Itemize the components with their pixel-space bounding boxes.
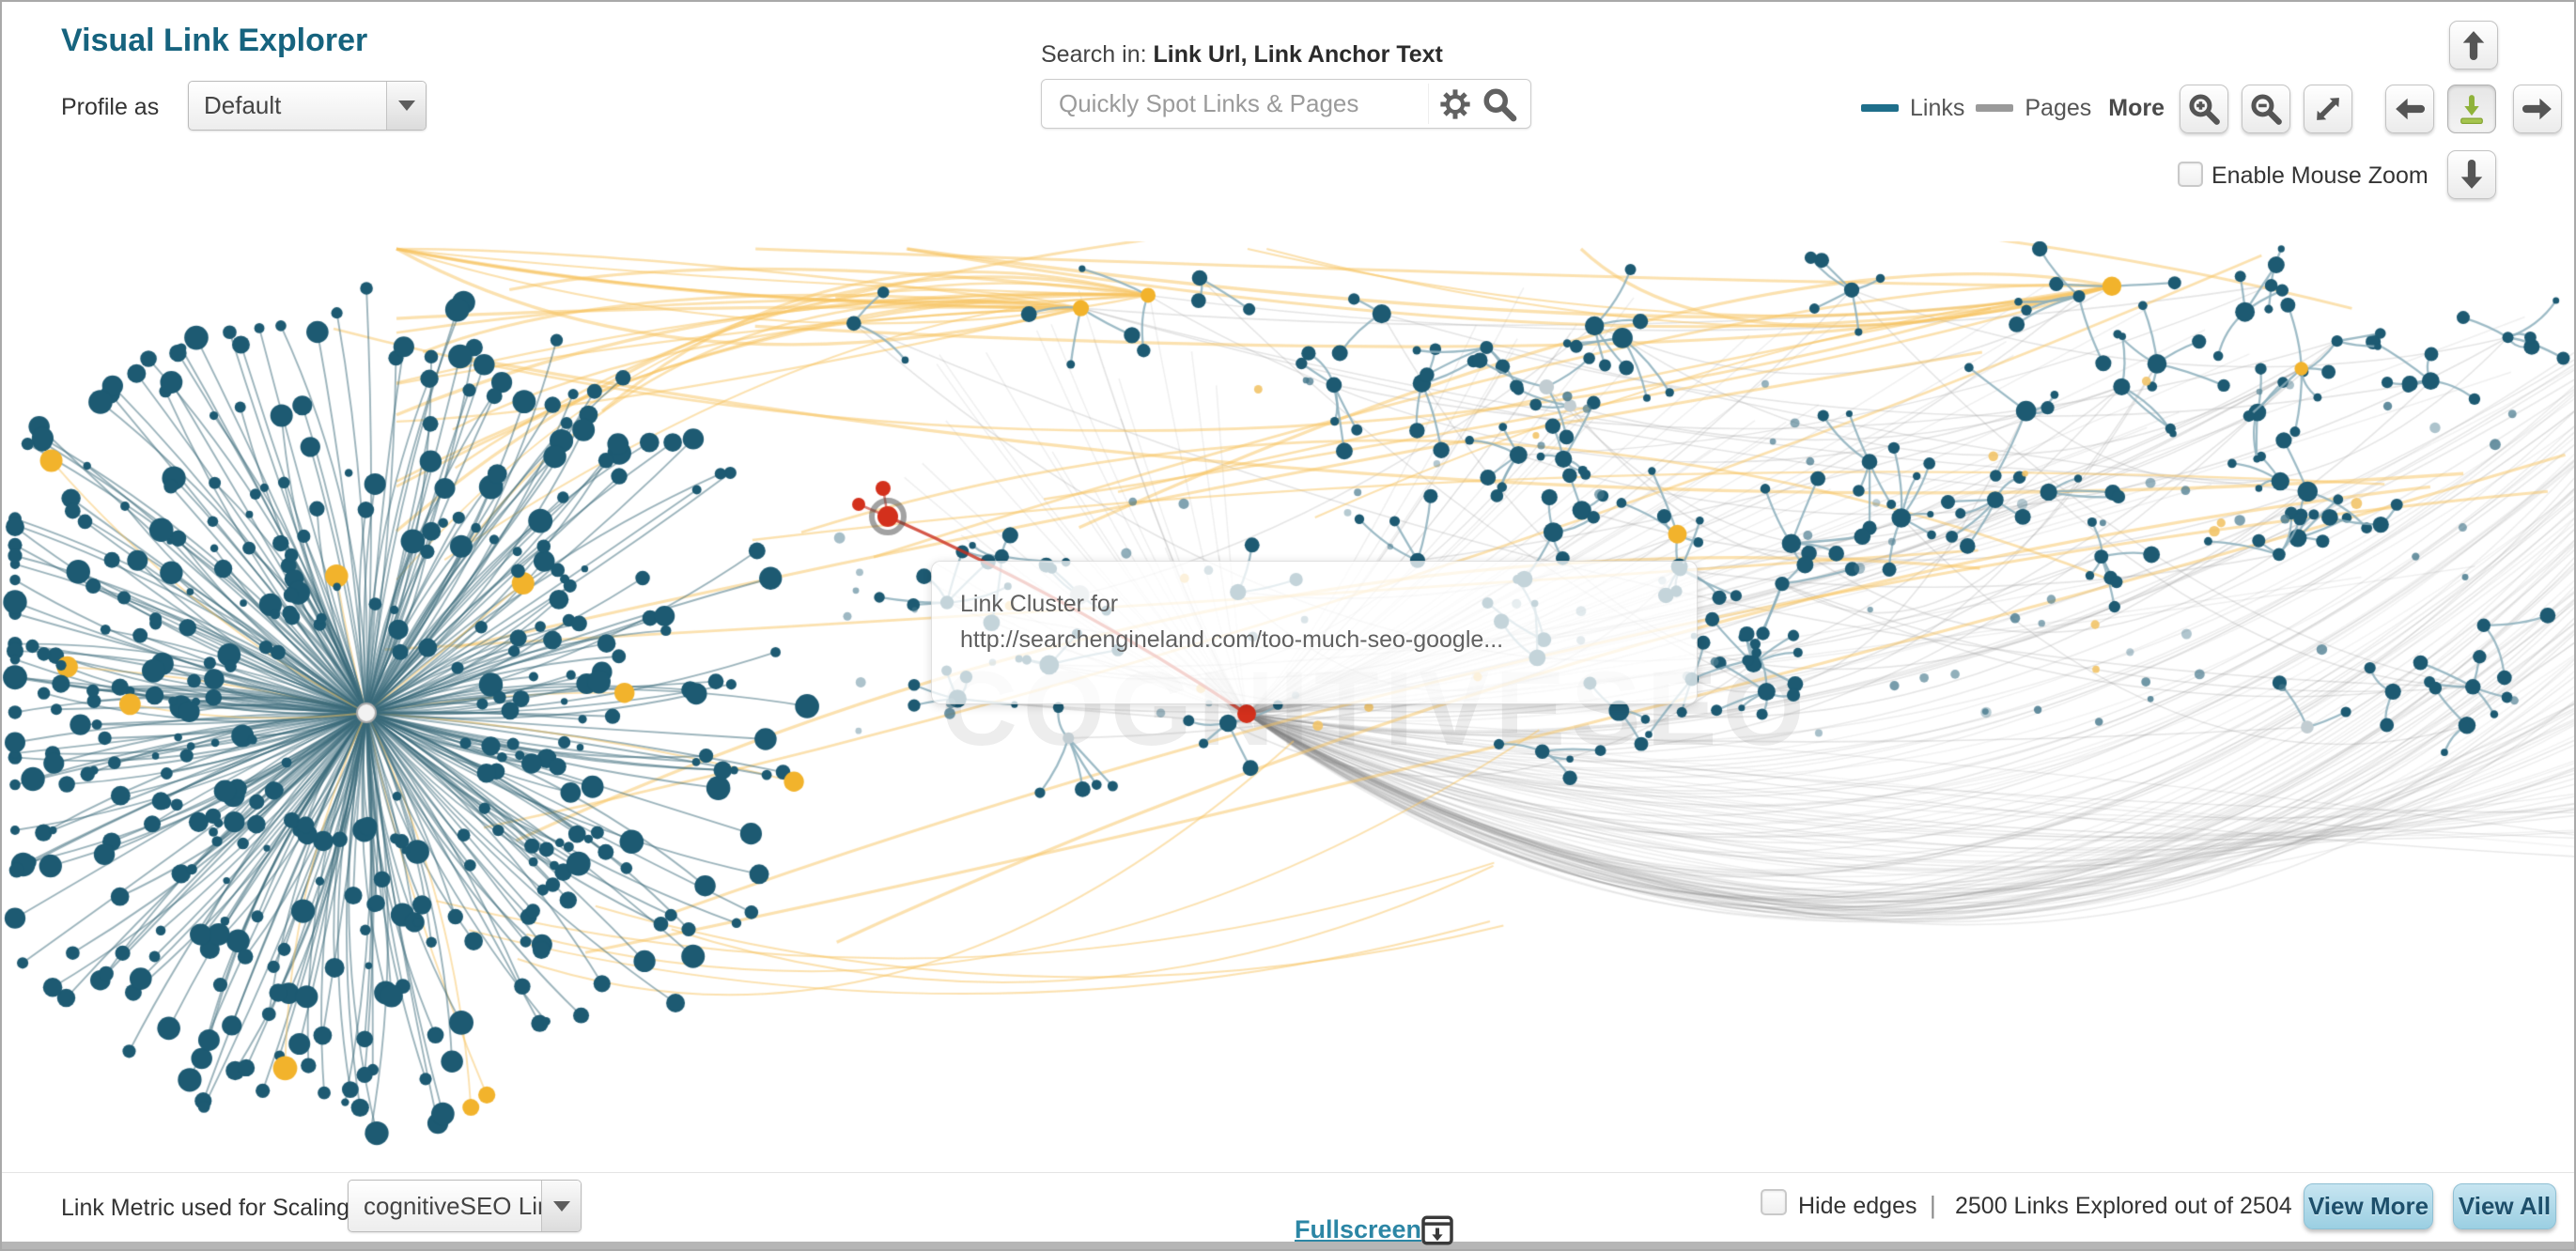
- chevron-down-icon: [552, 1200, 570, 1212]
- search-icon[interactable]: [1481, 85, 1518, 123]
- zoom-in-icon: [2189, 94, 2220, 125]
- page-title: Visual Link Explorer: [61, 23, 368, 58]
- chevron-down-icon: [397, 100, 415, 111]
- hide-edges-label: Hide edges: [1798, 1193, 1917, 1219]
- hide-edges-checkbox[interactable]: [1761, 1189, 1787, 1215]
- link-metric-arrow[interactable]: [541, 1181, 581, 1231]
- profile-select-value: Default: [204, 91, 282, 119]
- legend-more-link[interactable]: More: [2108, 94, 2165, 121]
- search-input[interactable]: [1041, 79, 1531, 129]
- arrow-right-icon: [2522, 98, 2552, 120]
- legend: Links Pages More: [1861, 92, 2165, 124]
- expand-icon: [2317, 98, 2339, 120]
- expand-button[interactable]: [2304, 85, 2352, 133]
- pan-down-button[interactable]: [2447, 150, 2496, 199]
- view-all-button[interactable]: View All: [2453, 1183, 2556, 1229]
- legend-pages-label: Pages: [2025, 94, 2092, 121]
- search-in-fields: Link Url, Link Anchor Text: [1153, 41, 1443, 68]
- footer-separator: |: [1930, 1191, 1936, 1219]
- profile-select[interactable]: Default: [188, 81, 427, 131]
- enable-mouse-zoom-label: Enable Mouse Zoom: [2211, 162, 2429, 189]
- tooltip-line1: Link Cluster for: [960, 591, 1119, 617]
- search-in-line: Search in: Link Url, Link Anchor Text: [1041, 41, 1443, 69]
- fullscreen-icon[interactable]: [1419, 1212, 1456, 1249]
- tooltip-line2: http://searchengineland.com/too-much-seo…: [960, 626, 1504, 653]
- legend-links-label: Links: [1910, 94, 1965, 121]
- arrow-up-icon: [2462, 31, 2485, 61]
- arrow-left-icon: [2396, 98, 2426, 120]
- profile-select-arrow[interactable]: [386, 82, 426, 130]
- zoom-out-icon: [2251, 94, 2282, 125]
- link-metric-value: cognitiveSEO Link A: [364, 1191, 541, 1220]
- zoom-out-button[interactable]: [2242, 85, 2290, 133]
- center-download-icon: [2460, 95, 2483, 125]
- links-explored-count: 2500 Links Explored out of 2504: [1955, 1193, 2292, 1219]
- enable-mouse-zoom-checkbox[interactable]: [2178, 162, 2203, 187]
- gear-icon[interactable]: [1436, 85, 1474, 123]
- center-graph-button[interactable]: [2447, 85, 2496, 133]
- search-bar: [1041, 79, 1531, 129]
- link-cluster-tooltip: Link Cluster for http://searchengineland…: [931, 561, 1698, 704]
- pan-left-button[interactable]: [2385, 85, 2434, 133]
- link-metric-select[interactable]: cognitiveSEO Link A: [348, 1180, 582, 1232]
- legend-links-swatch: [1861, 104, 1899, 112]
- arrow-down-icon: [2460, 159, 2483, 189]
- zoom-in-button[interactable]: [2180, 85, 2228, 133]
- search-in-prefix: Search in:: [1041, 41, 1154, 68]
- legend-pages-swatch: [1976, 104, 2014, 112]
- fullscreen-link[interactable]: Fullscreen: [1295, 1215, 1422, 1243]
- view-more-button[interactable]: View More: [2304, 1183, 2433, 1229]
- link-metric-label: Link Metric used for Scaling: [61, 1195, 350, 1221]
- pan-up-button[interactable]: [2449, 21, 2498, 70]
- profile-as-label: Profile as: [61, 94, 160, 120]
- search-icon-group: [1428, 84, 1526, 124]
- pan-right-button[interactable]: [2513, 85, 2562, 133]
